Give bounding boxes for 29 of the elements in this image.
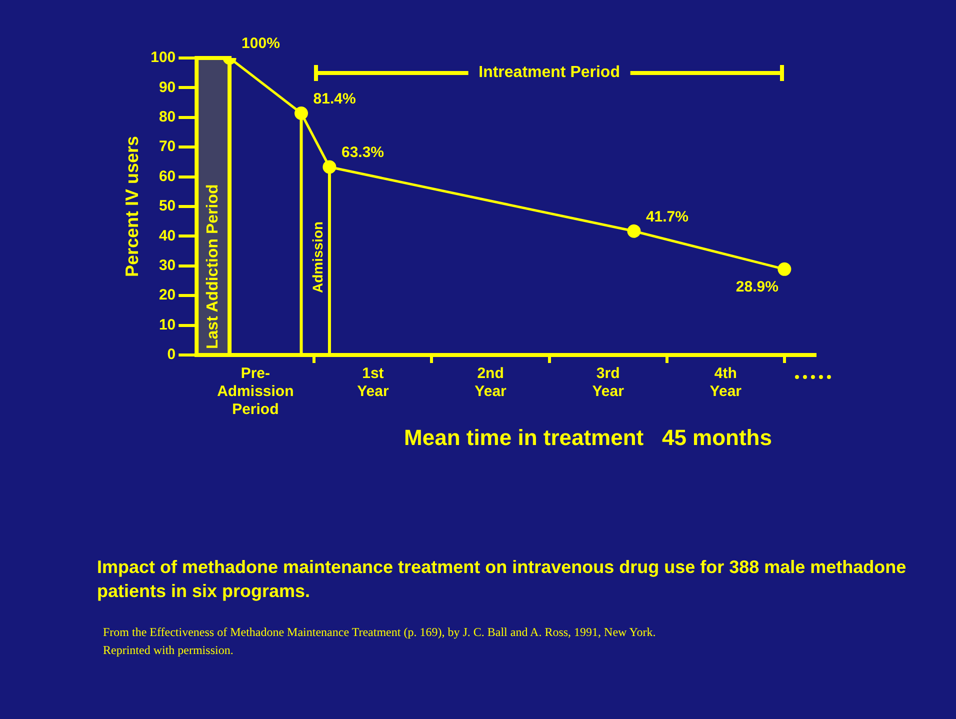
y-tick-label: 20 (158, 286, 176, 304)
y-tick-label: 30 (158, 257, 176, 274)
y-axis-title: Percent IV users (122, 136, 142, 278)
x-tick-label: 3rd Year (592, 365, 624, 400)
annotation: Intreatment Period (468, 63, 630, 83)
band-label: Last Addiction Period (204, 184, 222, 349)
x-tick-label: 2nd Year (474, 365, 507, 400)
data-label: 81.4% (313, 90, 356, 108)
y-tick-label: 50 (158, 198, 176, 215)
y-tick-label: 80 (158, 108, 176, 126)
text: Impact of methadone maintenance treatment on intravenous drug use for 388 male methadone patients in six programs. (97, 556, 908, 603)
y-tick-label: 0 (167, 346, 176, 364)
y-tick-label: 70 (158, 138, 176, 156)
text: Mean time in treatment 45 months (403, 425, 773, 451)
data-label: 28.9% (736, 278, 778, 296)
data-label: 100% (242, 35, 280, 52)
y-tick-label: 10 (158, 316, 176, 334)
y-tick-label: 90 (158, 78, 176, 96)
text: From the Effectiveness of Methadone Maintenance Treatment (p. 169), by J. C. Ball and A. Ross, 1991, New York. (103, 625, 657, 640)
x-tick-label: 4th Year (710, 365, 742, 400)
x-tick-label: Pre-Admission Period (217, 365, 294, 418)
y-tick-label: 60 (158, 168, 176, 185)
ref-line-label: Admission (309, 221, 326, 293)
y-tick-label: 40 (158, 227, 176, 244)
text: Reprinted with permission. (103, 643, 234, 658)
data-label: 41.7% (646, 208, 688, 226)
y-tick-label: 100 (150, 49, 176, 66)
data-label: 63.3% (341, 144, 384, 162)
x-tick-label: 1st Year (357, 365, 389, 400)
